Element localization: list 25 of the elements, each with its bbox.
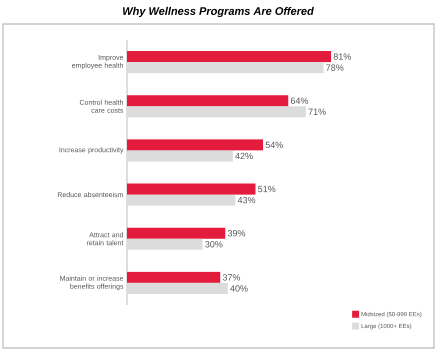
- data-label: 78%: [326, 64, 344, 71]
- bar: [127, 272, 220, 283]
- data-label: 42%: [235, 152, 253, 160]
- data-label: 43%: [238, 196, 256, 204]
- bar: [127, 184, 256, 195]
- data-label: 39%: [228, 230, 246, 236]
- bar: [127, 194, 236, 206]
- data-label: 81%: [334, 53, 351, 60]
- bar: [127, 238, 203, 250]
- data-label: 54%: [266, 142, 283, 148]
- chart-title: Why Wellness Programs Are Offered: [123, 6, 314, 18]
- data-label: 51%: [258, 186, 276, 192]
- bar: [127, 150, 233, 162]
- data-label: 37%: [222, 274, 240, 281]
- bar: [127, 95, 288, 106]
- data-label: 40%: [230, 285, 248, 292]
- bar: [127, 282, 228, 294]
- bar: [127, 51, 332, 62]
- data-label: 71%: [308, 108, 326, 115]
- data-label: 30%: [205, 241, 222, 248]
- bar: [127, 62, 324, 74]
- bar: [127, 139, 264, 150]
- bar: [127, 228, 226, 239]
- bar: [127, 106, 306, 118]
- data-label: 64%: [290, 98, 308, 104]
